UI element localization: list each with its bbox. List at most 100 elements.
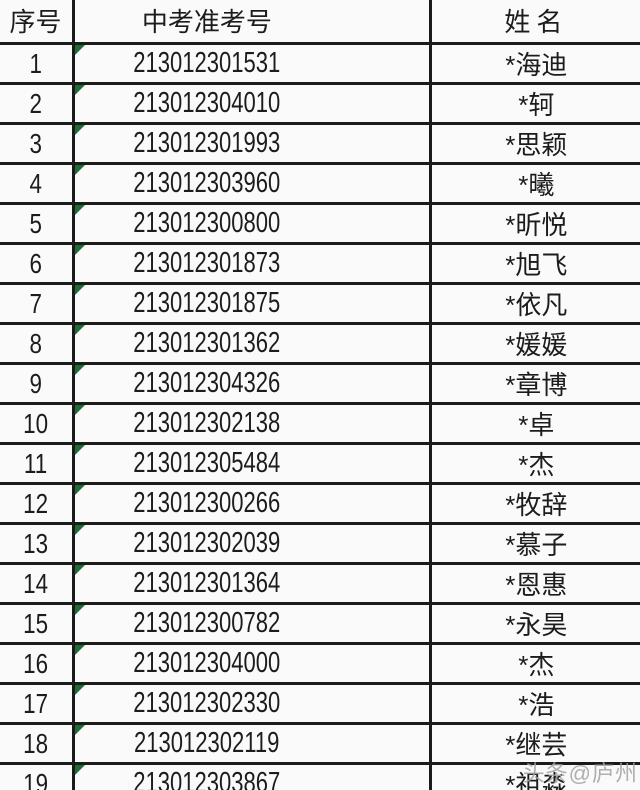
green-triangle-icon	[75, 405, 86, 415]
serial-number-cell: 4	[0, 162, 76, 205]
name-cell: *轲	[428, 82, 640, 125]
ticket-number-value: 213012302138	[133, 407, 281, 439]
table-row: 1 213012301531 *海迪	[0, 42, 640, 85]
ticket-number-value: 213012302119	[134, 727, 280, 759]
serial-number-cell: 17	[0, 682, 76, 725]
name-cell: *继芸	[428, 722, 640, 765]
green-triangle-icon	[75, 325, 86, 335]
green-triangle-icon	[75, 525, 86, 535]
table-row: 17 213012302330 *浩	[0, 682, 640, 725]
ticket-number-cell: 213012301993	[72, 122, 432, 165]
serial-number-cell: 18	[0, 722, 76, 765]
table-row: 5 213012300800 *昕悦	[0, 202, 640, 245]
green-triangle-icon	[75, 285, 86, 295]
ticket-number-cell: 213012304010	[72, 82, 432, 125]
serial-number-cell: 8	[0, 322, 76, 365]
serial-number-value: 16	[23, 647, 49, 679]
serial-number-cell: 13	[0, 522, 76, 565]
serial-number-cell: 3	[0, 122, 76, 165]
ticket-number-value: 213012301875	[133, 287, 281, 319]
table-row: 13 213012302039 *慕子	[0, 522, 640, 565]
green-triangle-icon	[75, 125, 86, 135]
serial-number-value: 6	[29, 247, 42, 279]
ticket-number-value: 213012302330	[133, 687, 281, 719]
green-triangle-icon	[75, 645, 86, 655]
ticket-number-value: 213012302039	[133, 527, 281, 559]
green-triangle-icon	[75, 685, 86, 695]
serial-number-cell: 14	[0, 562, 76, 605]
ticket-number-cell: 213012301873	[72, 242, 432, 285]
serial-number-value: 2	[29, 87, 42, 119]
name-cell: *曦	[428, 162, 640, 205]
serial-number-cell: 12	[0, 482, 76, 525]
name-cell: *浩	[428, 682, 640, 725]
green-triangle-icon	[75, 445, 86, 455]
serial-number-value: 10	[23, 407, 49, 439]
serial-number-value: 5	[29, 207, 42, 239]
green-triangle-icon	[75, 365, 86, 375]
ticket-number-value: 213012303960	[133, 167, 281, 199]
name-cell: *旭飞	[428, 242, 640, 285]
serial-number-cell: 5	[0, 202, 76, 245]
ticket-number-value: 213012304010	[133, 87, 281, 119]
ticket-number-value: 213012301531	[133, 47, 281, 79]
table-row: 9 213012304326 *章博	[0, 362, 640, 405]
name-cell: *海迪	[428, 42, 640, 85]
table-row: 19 213012303867 *祖淼	[0, 762, 640, 790]
serial-number-value: 18	[23, 727, 49, 759]
green-triangle-icon	[75, 565, 86, 575]
ticket-number-value: 213012301362	[133, 327, 281, 359]
serial-number-value: 15	[23, 607, 49, 639]
name-cell: *杰	[428, 442, 640, 485]
green-triangle-icon	[75, 205, 86, 215]
serial-number-value: 8	[29, 327, 42, 359]
header-row: 序号 中考准考号 姓名	[0, 0, 640, 45]
ticket-number-cell: 213012305484	[72, 442, 432, 485]
name-cell: *杰	[428, 642, 640, 685]
header-serial-number: 序号	[0, 0, 76, 45]
green-triangle-icon	[75, 765, 86, 775]
name-cell: *媛媛	[428, 322, 640, 365]
name-cell: *章博	[428, 362, 640, 405]
serial-number-value: 7	[29, 287, 42, 319]
serial-number-cell: 19	[0, 762, 76, 790]
ticket-number-value: 213012300800	[133, 207, 281, 239]
serial-number-cell: 15	[0, 602, 76, 645]
green-triangle-icon	[75, 165, 86, 175]
table-row: 4 213012303960 *曦	[0, 162, 640, 205]
ticket-number-value: 213012300266	[133, 487, 281, 519]
serial-number-value: 3	[29, 127, 42, 159]
ticket-number-value: 213012301873	[133, 247, 281, 279]
table-row: 15 213012300782 *永昊	[0, 602, 640, 645]
serial-number-value: 14	[23, 567, 49, 599]
green-triangle-icon	[75, 725, 86, 735]
ticket-number-value: 213012305484	[133, 447, 281, 479]
ticket-number-value: 213012300782	[133, 607, 281, 639]
table-row: 10 213012302138 *卓	[0, 402, 640, 445]
name-cell: *思颖	[428, 122, 640, 165]
serial-number-value: 12	[23, 487, 49, 519]
ticket-number-cell: 213012300266	[72, 482, 432, 525]
header-exam-ticket-number: 中考准考号	[72, 0, 432, 45]
ticket-number-cell: 213012301875	[72, 282, 432, 325]
serial-number-cell: 7	[0, 282, 76, 325]
green-triangle-icon	[75, 245, 86, 255]
serial-number-value: 9	[29, 367, 42, 399]
serial-number-cell: 11	[0, 442, 76, 485]
table-row: 11 213012305484 *杰	[0, 442, 640, 485]
ticket-number-value: 213012304326	[133, 367, 281, 399]
serial-number-value: 19	[23, 767, 49, 790]
serial-number-cell: 2	[0, 82, 76, 125]
name-cell: *昕悦	[428, 202, 640, 245]
ticket-number-cell: 213012304000	[72, 642, 432, 685]
serial-number-value: 1	[29, 47, 42, 79]
ticket-number-value: 213012304000	[133, 647, 281, 679]
serial-number-value: 17	[23, 687, 49, 719]
table-row: 6 213012301873 *旭飞	[0, 242, 640, 285]
name-cell: *依凡	[428, 282, 640, 325]
ticket-number-cell: 213012300800	[72, 202, 432, 245]
ticket-number-cell: 213012302119	[72, 722, 432, 765]
name-cell: *恩惠	[428, 562, 640, 605]
